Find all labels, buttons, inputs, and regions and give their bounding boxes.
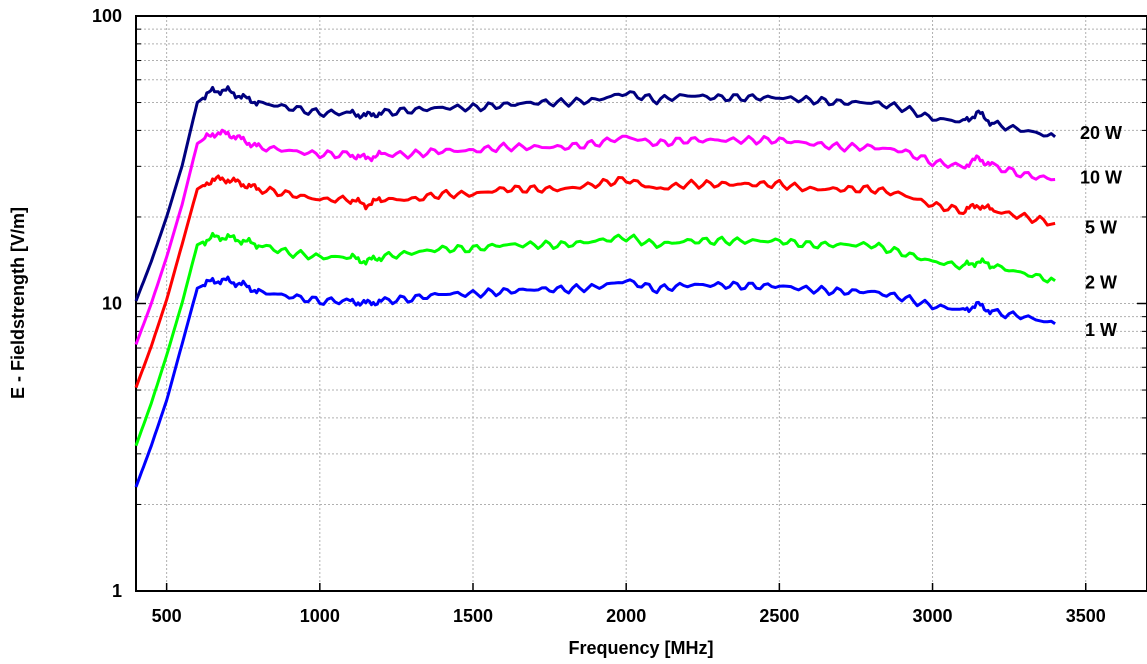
x-tick-label: 3500: [1066, 606, 1106, 626]
series-lines: [134, 85, 1057, 488]
series-line: [134, 231, 1056, 447]
series-line: [134, 128, 1056, 346]
axis-ticks: 500 1000 1500 2000 2500 3000 3500 1 10 100: [92, 6, 1147, 626]
y-axis-label: E - Fieldstrength [V/m]: [8, 207, 28, 399]
x-tick-label: 500: [152, 606, 182, 626]
y-tick-label: 10: [102, 294, 122, 314]
series-line: [134, 85, 1057, 302]
series-line: [134, 174, 1056, 389]
x-tick-label: 1000: [300, 606, 340, 626]
x-tick-label: 1500: [453, 606, 493, 626]
y-tick-label: 100: [92, 6, 122, 26]
grid: [136, 15, 1147, 592]
series-label: 2 W: [1085, 273, 1117, 293]
x-tick-label: 3000: [913, 606, 953, 626]
series-label: 5 W: [1085, 217, 1117, 237]
series-line: [134, 275, 1056, 488]
series-label: 10 W: [1080, 167, 1122, 187]
x-axis-label: Frequency [MHz]: [568, 638, 713, 658]
series-labels: 20 W 10 W 5 W 2 W 1 W: [1080, 123, 1122, 340]
x-tick-label: 2500: [759, 606, 799, 626]
series-label: 1 W: [1085, 320, 1117, 340]
y-tick-label: 1: [112, 581, 122, 601]
x-tick-label: 2000: [606, 606, 646, 626]
series-label: 20 W: [1080, 123, 1122, 143]
